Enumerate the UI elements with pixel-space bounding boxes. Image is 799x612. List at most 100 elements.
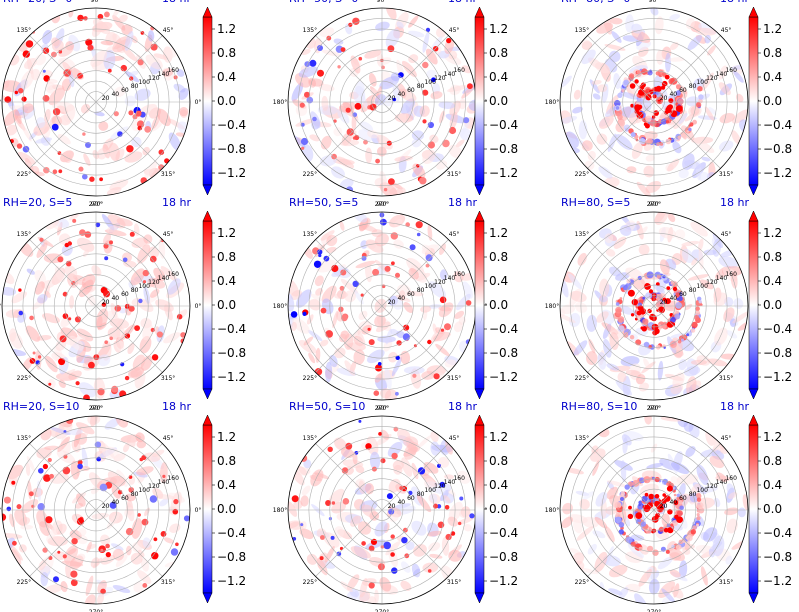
radial-tick-label: 40 bbox=[397, 499, 405, 506]
field-cell bbox=[26, 57, 34, 75]
field-cell bbox=[124, 151, 143, 163]
field-cell bbox=[288, 501, 298, 517]
field-cell bbox=[9, 332, 23, 349]
field-cell bbox=[123, 443, 130, 453]
colorbar-tick-label: −1.2 bbox=[763, 370, 792, 384]
colorbar-body bbox=[474, 220, 485, 390]
angular-gridline bbox=[381, 239, 449, 307]
field-cell bbox=[300, 495, 309, 507]
angular-gridline bbox=[315, 101, 383, 169]
field-cell bbox=[295, 118, 316, 127]
field-cell bbox=[75, 422, 95, 435]
field-cell bbox=[42, 47, 50, 54]
angle-tick-label: 180° bbox=[545, 99, 559, 106]
field-cell bbox=[650, 8, 659, 16]
field-cell bbox=[597, 351, 607, 370]
radial-tick-label: 40 bbox=[669, 295, 677, 302]
radial-tick-label: 120 bbox=[434, 483, 446, 490]
field-cell bbox=[42, 463, 49, 470]
angular-gridline bbox=[587, 443, 655, 511]
field-cell bbox=[93, 354, 100, 360]
field-cell bbox=[664, 74, 670, 80]
field-cell bbox=[457, 516, 475, 526]
angular-gridline bbox=[653, 239, 721, 307]
field-cell bbox=[325, 330, 334, 338]
field-cell bbox=[664, 298, 671, 305]
field-cell bbox=[40, 572, 49, 587]
field-cell bbox=[599, 115, 614, 129]
field-cell bbox=[370, 538, 378, 546]
field-cell bbox=[83, 16, 88, 21]
angle-tick-label: 315° bbox=[719, 375, 733, 382]
field-cell bbox=[317, 45, 323, 51]
field-cell bbox=[71, 538, 78, 545]
field-cell bbox=[47, 84, 57, 91]
field-cell bbox=[620, 491, 625, 496]
field-cell bbox=[96, 456, 101, 462]
field-cell bbox=[700, 303, 703, 306]
field-cell bbox=[607, 480, 615, 490]
field-cell bbox=[672, 286, 678, 292]
field-cell bbox=[358, 480, 366, 495]
field-cell bbox=[427, 121, 434, 129]
angle-tick-label: 90° bbox=[377, 0, 388, 4]
angular-gridline bbox=[315, 305, 383, 373]
field-cell bbox=[712, 239, 722, 257]
colorbar: 1.2 0.8 0.4 0.0 −0.4 −0.8 −1.2 bbox=[748, 6, 792, 196]
field-cell bbox=[97, 354, 111, 367]
field-cell bbox=[656, 274, 662, 279]
colorbar-tick-label: −1.2 bbox=[763, 574, 792, 588]
field-cell bbox=[668, 98, 674, 104]
field-cell bbox=[379, 170, 388, 190]
colorbar-tick-label: 0.0 bbox=[217, 502, 236, 516]
field-cell bbox=[561, 516, 573, 528]
field-cell bbox=[48, 87, 65, 106]
field-cell bbox=[86, 293, 96, 306]
colorbar: 1.2 0.8 0.4 0.0 −0.4 −0.8 −1.2 bbox=[474, 210, 518, 400]
field-cell bbox=[422, 61, 429, 69]
field-cell bbox=[49, 473, 54, 479]
panel-title-left: RH=20, S=10 bbox=[3, 400, 79, 413]
field-cell bbox=[42, 69, 46, 73]
field-cell bbox=[446, 38, 452, 44]
field-cell bbox=[676, 84, 681, 90]
field-cell bbox=[709, 455, 725, 469]
field-cell bbox=[300, 523, 304, 527]
polar-panel: 204060801001201401600°45°90°135°180°225°… bbox=[0, 400, 201, 612]
radial-tick-label: 160 bbox=[167, 271, 179, 278]
field-cell bbox=[54, 266, 66, 282]
field-cell bbox=[459, 496, 464, 501]
field-cell bbox=[344, 360, 356, 376]
field-cell bbox=[313, 260, 322, 268]
field-cell bbox=[422, 31, 430, 53]
angle-tick-label: 270° bbox=[375, 201, 389, 208]
field-cell bbox=[658, 581, 676, 599]
colorbar-tick-label: −0.8 bbox=[489, 550, 518, 564]
field-cell bbox=[638, 546, 643, 551]
field-cell bbox=[661, 85, 666, 90]
field-cell bbox=[48, 382, 52, 386]
field-cell bbox=[426, 69, 437, 79]
polar-panel: 204060801001201401600°45°90°135°180°225°… bbox=[273, 196, 488, 412]
field-cell bbox=[162, 474, 166, 478]
panel-title-right: 18 hr bbox=[162, 0, 191, 5]
field-cell bbox=[587, 57, 604, 70]
field-cell bbox=[94, 441, 102, 448]
field-cell bbox=[26, 268, 36, 275]
radial-tick-label: 80 bbox=[131, 491, 139, 498]
field-cell bbox=[392, 81, 400, 102]
field-cell bbox=[666, 485, 673, 492]
angular-gridline bbox=[653, 101, 721, 169]
colorbar-tick-label: 1.2 bbox=[763, 226, 782, 240]
field-cell bbox=[713, 497, 721, 508]
field-cell bbox=[669, 569, 681, 578]
radial-tick-label: 100 bbox=[424, 487, 436, 494]
field-cell bbox=[635, 512, 643, 519]
field-cell bbox=[109, 179, 129, 191]
field-cell bbox=[62, 554, 67, 559]
field-cell bbox=[100, 548, 104, 552]
field-cell bbox=[388, 178, 395, 186]
field-cell bbox=[642, 296, 646, 300]
colorbar-tick-label: −0.8 bbox=[217, 346, 246, 360]
